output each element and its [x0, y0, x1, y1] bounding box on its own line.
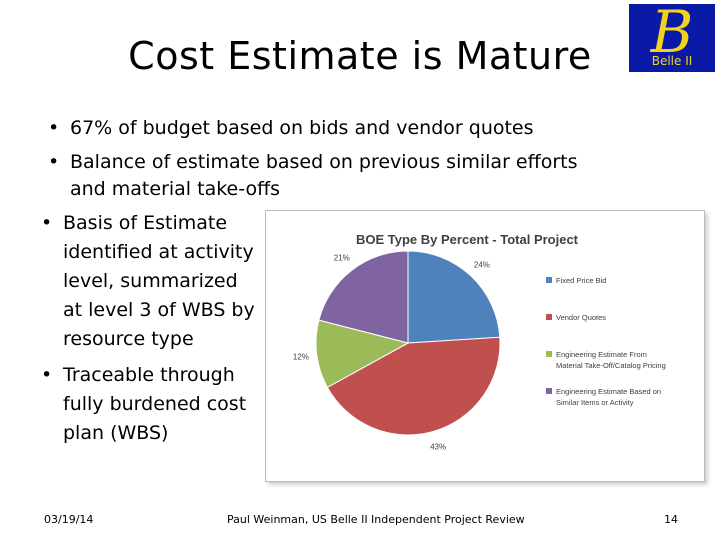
boe-pie-chart-panel: BOE Type By Percent - Total Project 24% 4… — [265, 210, 705, 482]
legend-label: Fixed Price Bid — [556, 276, 606, 285]
bullet-marker: • — [41, 212, 53, 234]
bullet-item: • 67% of budget based on bids and vendor… — [48, 115, 534, 142]
legend-swatch — [546, 388, 552, 394]
bullet-line: Traceable through — [63, 364, 235, 386]
bullet-line: resource type — [63, 328, 194, 350]
pie-chart: BOE Type By Percent - Total Project 24% 4… — [293, 232, 666, 452]
legend-label: Vendor Quotes — [556, 313, 606, 322]
footer-page-number: 14 — [664, 513, 678, 526]
slice-percent-label: 12% — [293, 353, 309, 362]
logo-letter: B — [650, 0, 694, 66]
bullet-line: level, summarized — [63, 270, 238, 292]
pie-slice — [315, 319, 410, 388]
pie-slice — [326, 336, 501, 436]
legend-swatch — [546, 277, 552, 283]
chart-title: BOE Type By Percent - Total Project — [356, 232, 579, 247]
bullet-item: • Basis of Estimate identified at activi… — [41, 209, 255, 354]
bullet-line: identified at activity — [63, 241, 254, 263]
bullet-line: Basis of Estimate — [63, 212, 228, 234]
pie-slice — [318, 250, 409, 344]
legend-swatch — [546, 314, 552, 320]
footer-presenter: Paul Weinman, US Belle II Independent Pr… — [227, 513, 525, 526]
bullet-line: Balance of estimate based on previous si… — [70, 151, 578, 173]
bullet-marker: • — [41, 364, 53, 386]
slide-title: Cost Estimate is Mature — [128, 34, 592, 78]
pie-slice — [407, 250, 501, 344]
slice-percent-label: 21% — [334, 254, 350, 263]
footer-date: 03/19/14 — [44, 513, 94, 526]
bullet-line: fully burdened cost — [63, 393, 247, 415]
bullet-marker: • — [48, 117, 60, 139]
legend-swatch — [546, 351, 552, 357]
legend-label: Similar Items or Activity — [556, 398, 634, 407]
slice-percent-label: 24% — [474, 260, 490, 269]
bullet-line: at level 3 of WBS by — [63, 299, 255, 321]
legend-label: Engineering Estimate Based on — [556, 387, 661, 396]
bullet-marker: • — [48, 151, 60, 173]
bullet-item: • Balance of estimate based on previous … — [48, 149, 578, 203]
slice-percent-label: 43% — [430, 443, 446, 452]
bullet-item: • Traceable through fully burdened cost … — [41, 361, 247, 448]
legend-label: Engineering Estimate From — [556, 350, 647, 359]
bullet-line: and material take-offs — [70, 178, 281, 200]
bullet-line: plan (WBS) — [63, 422, 169, 444]
legend-label: Material Take-Off/Catalog Pricing — [556, 361, 666, 370]
belle-ii-logo: B Belle II — [629, 0, 715, 72]
logo-subtitle: Belle II — [651, 54, 693, 68]
bullet-line: 67% of budget based on bids and vendor q… — [70, 117, 534, 139]
